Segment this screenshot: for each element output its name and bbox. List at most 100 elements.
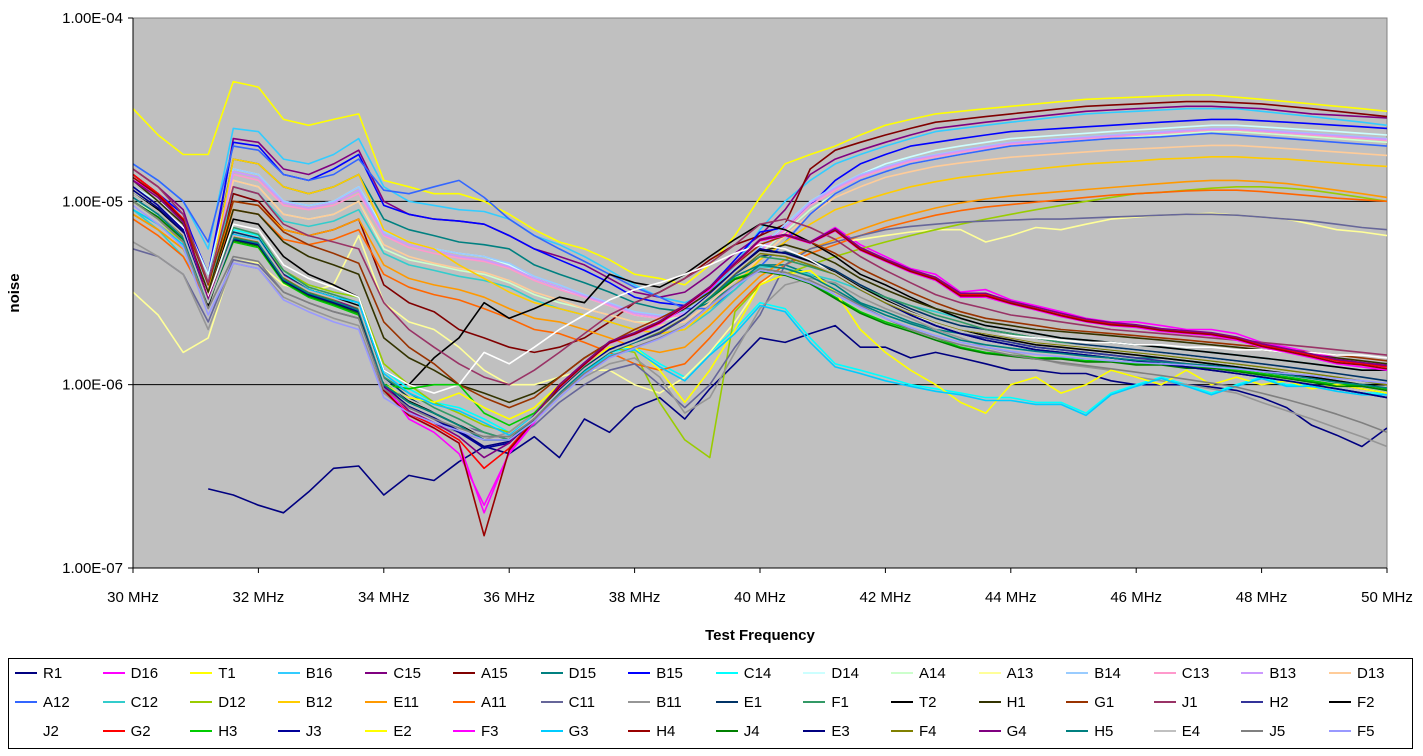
legend-swatch bbox=[540, 672, 563, 674]
legend-swatch bbox=[803, 730, 826, 732]
legend-item-T1[interactable]: T1 bbox=[190, 662, 236, 684]
legend-label: B12 bbox=[305, 693, 333, 711]
legend-swatch bbox=[1066, 701, 1089, 703]
legend-item-B16[interactable]: B16 bbox=[277, 662, 333, 684]
legend-item-B14[interactable]: B14 bbox=[1066, 662, 1121, 684]
legend-label: F4 bbox=[919, 722, 937, 740]
x-tick-label: 48 MHz bbox=[1236, 589, 1288, 606]
legend-label: J1 bbox=[1181, 693, 1198, 711]
legend-item-A13[interactable]: A13 bbox=[978, 662, 1034, 684]
legend-item-F2[interactable]: F2 bbox=[1329, 691, 1375, 713]
series-line-B15 bbox=[133, 118, 1387, 307]
x-tick-label: 44 MHz bbox=[985, 589, 1037, 606]
legend-item-T2[interactable]: T2 bbox=[891, 691, 937, 713]
series-line-F2 bbox=[133, 193, 1387, 438]
legend-item-E2[interactable]: E2 bbox=[365, 720, 412, 742]
legend-label: A13 bbox=[1006, 664, 1034, 682]
legend-item-C14[interactable]: C14 bbox=[715, 662, 771, 684]
legend-swatch bbox=[715, 701, 738, 703]
legend-label: D15 bbox=[568, 664, 597, 682]
legend-item-B15[interactable]: B15 bbox=[628, 662, 683, 684]
legend-label: A14 bbox=[919, 664, 946, 682]
legend-swatch bbox=[365, 730, 388, 732]
chart: 1.00E-07 1.00E-06 1.00E-05 1.00E-04 30 MHz 32… bbox=[6, 10, 1413, 644]
legend-item-F5[interactable]: F5 bbox=[1329, 720, 1375, 742]
legend-item-B11[interactable]: B11 bbox=[628, 691, 682, 713]
legend-label: D12 bbox=[218, 693, 246, 711]
legend-label: C13 bbox=[1181, 664, 1210, 682]
legend-item-C13[interactable]: C13 bbox=[1153, 662, 1210, 684]
legend-item-C15[interactable]: C15 bbox=[365, 662, 421, 684]
legend-item-H5[interactable]: H5 bbox=[1066, 720, 1113, 742]
legend-label: T1 bbox=[218, 664, 236, 682]
legend-swatch bbox=[15, 672, 37, 674]
legend-item-H2[interactable]: H2 bbox=[1241, 691, 1289, 713]
legend-swatch bbox=[365, 701, 388, 703]
legend-item-A12[interactable]: A12 bbox=[15, 691, 70, 713]
legend-label: B15 bbox=[656, 664, 683, 682]
legend-swatch bbox=[1153, 730, 1176, 732]
series-line-J4 bbox=[133, 200, 1387, 441]
x-tick-label: 42 MHz bbox=[860, 589, 912, 606]
legend-swatch bbox=[1066, 672, 1089, 674]
legend-swatch bbox=[1329, 730, 1351, 732]
series-line-J1 bbox=[133, 168, 1387, 386]
x-tick-label: 34 MHz bbox=[358, 589, 410, 606]
legend-item-H1[interactable]: H1 bbox=[978, 691, 1026, 713]
legend-label: F5 bbox=[1357, 722, 1375, 740]
legend-label: F2 bbox=[1357, 693, 1375, 711]
legend-item-C11[interactable]: C11 bbox=[540, 691, 595, 713]
legend-label: H5 bbox=[1094, 722, 1114, 740]
legend: R1 D16 T1 B16 C15 A15 D15 B15 C14 D14 A14 A13 B14 C13… bbox=[8, 658, 1413, 749]
x-tick-label: 32 MHz bbox=[233, 589, 285, 606]
x-tick-label: 36 MHz bbox=[483, 589, 535, 606]
x-tick-label: 46 MHz bbox=[1110, 589, 1162, 606]
legend-item-F4[interactable]: F4 bbox=[891, 720, 937, 742]
legend-item-J5[interactable]: J5 bbox=[1241, 720, 1285, 742]
legend-item-J4[interactable]: J4 bbox=[715, 720, 760, 742]
legend-label: T2 bbox=[919, 693, 937, 711]
legend-item-F3[interactable]: F3 bbox=[453, 720, 499, 742]
legend-label: J3 bbox=[305, 722, 322, 740]
legend-item-J1[interactable]: J1 bbox=[1153, 691, 1198, 713]
legend-item-H3[interactable]: H3 bbox=[190, 720, 237, 742]
legend-item-D16[interactable]: D16 bbox=[102, 662, 158, 684]
legend-label: H1 bbox=[1006, 693, 1026, 711]
legend-swatch bbox=[628, 730, 651, 732]
legend-swatch bbox=[540, 701, 563, 703]
legend-item-A15[interactable]: A15 bbox=[453, 662, 508, 684]
legend-item-E11[interactable]: E11 bbox=[365, 691, 419, 713]
legend-swatch bbox=[628, 701, 651, 703]
series-line-E3 bbox=[133, 189, 1387, 448]
legend-item-G1[interactable]: G1 bbox=[1066, 691, 1114, 713]
legend-item-A14[interactable]: A14 bbox=[891, 662, 946, 684]
legend-item-G4[interactable]: G4 bbox=[978, 720, 1027, 742]
legend-item-D13[interactable]: D13 bbox=[1329, 662, 1385, 684]
legend-item-G2[interactable]: G2 bbox=[102, 720, 151, 742]
legend-item-E1[interactable]: E1 bbox=[715, 691, 762, 713]
legend-swatch bbox=[190, 701, 213, 703]
legend-item-R1[interactable]: R1 bbox=[15, 662, 62, 684]
legend-item-D15[interactable]: D15 bbox=[540, 662, 597, 684]
legend-item-H4[interactable]: H4 bbox=[628, 720, 675, 742]
legend-item-D14[interactable]: D14 bbox=[803, 662, 859, 684]
legend-item-B12[interactable]: B12 bbox=[277, 691, 333, 713]
legend-swatch bbox=[1241, 672, 1264, 674]
legend-item-A11[interactable]: A11 bbox=[453, 691, 507, 713]
series-line-J2 bbox=[133, 186, 1387, 394]
legend-item-D12[interactable]: D12 bbox=[190, 691, 246, 713]
legend-item-F1[interactable]: F1 bbox=[803, 691, 849, 713]
legend-item-C12[interactable]: C12 bbox=[102, 691, 158, 713]
legend-item-B13[interactable]: B13 bbox=[1241, 662, 1296, 684]
legend-item-J3[interactable]: J3 bbox=[277, 720, 322, 742]
legend-label: F3 bbox=[481, 722, 499, 740]
legend-item-E3[interactable]: E3 bbox=[803, 720, 850, 742]
legend-item-E4[interactable]: E4 bbox=[1153, 720, 1200, 742]
legend-label: D14 bbox=[831, 664, 859, 682]
legend-item-G3[interactable]: G3 bbox=[540, 720, 589, 742]
legend-swatch bbox=[1241, 730, 1264, 732]
x-tick-label: 40 MHz bbox=[734, 589, 786, 606]
legend-item-J2[interactable]: J2 bbox=[15, 720, 59, 742]
legend-label: G2 bbox=[130, 722, 151, 740]
legend-label: E3 bbox=[831, 722, 850, 740]
